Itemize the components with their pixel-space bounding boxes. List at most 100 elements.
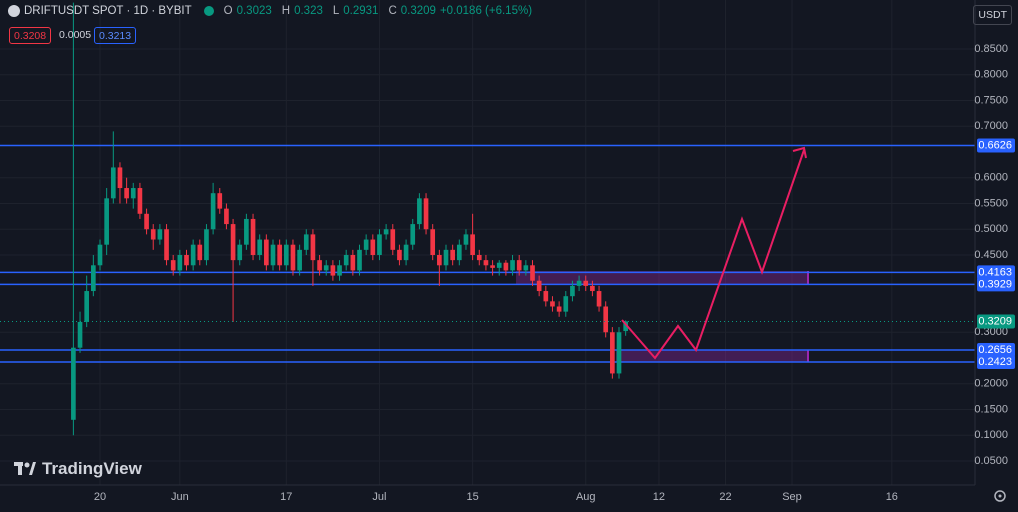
candle-body [150,229,156,240]
candle-body [250,218,256,255]
brand: TradingView [14,459,142,479]
candle-body [177,254,183,271]
candle-body [456,244,462,261]
candle-body [323,265,329,271]
candle-body [303,234,309,250]
candle-body [603,306,609,333]
candle-body [390,229,396,250]
candle-body [230,224,236,261]
candle-body [357,249,362,271]
candle-body [463,234,469,245]
open-label: O [223,5,233,17]
candle-body [610,332,615,374]
candle-body [530,265,535,281]
level-label: 0.4163 [978,266,1012,278]
status-dot [203,6,214,16]
x-tick-label: 22 [719,491,731,503]
candle-body [443,249,449,266]
candle-body [184,254,189,266]
candle-body [157,229,163,240]
x-tick-label: Jul [372,491,386,503]
x-tick-label: 20 [94,491,106,503]
candle-body [190,244,196,266]
settings-icon[interactable] [994,490,1006,502]
candle-body [297,249,302,271]
candle-body [104,198,109,245]
current-price-label: 0.3209 [978,315,1012,327]
level-label-bg [977,138,1015,153]
level-label-bg [977,354,1015,369]
symbol[interactable]: DRIFTUSDT SPOT · 1D · BYBIT [24,5,192,17]
candle-body [596,291,602,307]
x-tick-label: 15 [466,491,478,503]
candle-body [570,285,575,297]
candle-body [84,291,90,322]
x-tick-label: Jun [171,491,189,503]
spread: 0.0005 [59,29,92,41]
candle-body [583,280,589,286]
y-tick-label: 0.7000 [974,120,1008,132]
level-label-bg [977,342,1015,357]
settings-icon-dot [998,494,1002,498]
level-label: 0.2656 [978,344,1012,356]
change: +0.0186 (+6.15%) [439,5,533,17]
candle-body [510,260,515,271]
candle-body [330,265,336,276]
currency-button[interactable]: USDT [973,5,1012,25]
ask[interactable]: 0.3213 [94,27,137,44]
current-price-bg [977,314,1015,329]
candle-body [310,234,316,261]
candle-body [543,291,549,302]
y-tick-label: 0.2000 [974,378,1008,390]
candle-body [403,244,409,261]
candle-body [350,254,356,271]
close-value: 0.3209 [400,5,436,17]
y-tick-label: 0.4500 [974,249,1008,261]
candle-body [210,193,216,230]
y-tick-label: 0.6000 [974,172,1008,184]
candle-body [283,244,289,266]
candle-body [563,296,569,312]
bid[interactable]: 0.3208 [9,27,52,44]
zone-box [516,271,808,284]
y-tick-label: 0.7500 [974,94,1008,106]
x-tick-label: 16 [886,491,898,503]
high-label: H [281,5,291,17]
brand-name: TradingView [42,459,142,478]
candle-body [197,244,203,261]
grid [0,0,975,485]
level-label: 0.2423 [978,356,1012,368]
candle-body [110,167,116,199]
x-tick-label: 17 [280,491,292,503]
candle-body [383,229,389,235]
candle-body [237,244,243,261]
y-tick-label: 0.0500 [974,455,1008,467]
axis: 0.8500 0.8000 0.7500 0.7000 0.6000 0.5500 0.50… [94,43,1015,503]
y-tick-label: 0.1000 [974,429,1008,441]
y-tick-label: 0.1500 [974,403,1008,415]
level-label: 0.3929 [978,278,1012,290]
candle-body [496,262,502,268]
y-tick-label: 0.8000 [974,69,1008,81]
projection-arrow [792,146,807,159]
candle-body [470,234,475,255]
candle-body [516,260,522,271]
candle-body [377,234,382,255]
candle-body [277,244,282,266]
level-label: 0.6626 [978,139,1012,151]
high-value: 0.323 [294,5,323,17]
candle-body [204,229,209,261]
candle-body [536,280,542,292]
candle-body [423,198,429,230]
candle-body [450,249,455,261]
x-tick-label: Sep [782,491,802,503]
candle-body [170,260,176,271]
candle-body [623,321,628,332]
candle-body [523,265,529,271]
y-tick-label: 0.3000 [974,326,1008,338]
candle-body [430,229,436,255]
candle-body [590,285,595,292]
low-value: 0.2931 [343,5,379,17]
